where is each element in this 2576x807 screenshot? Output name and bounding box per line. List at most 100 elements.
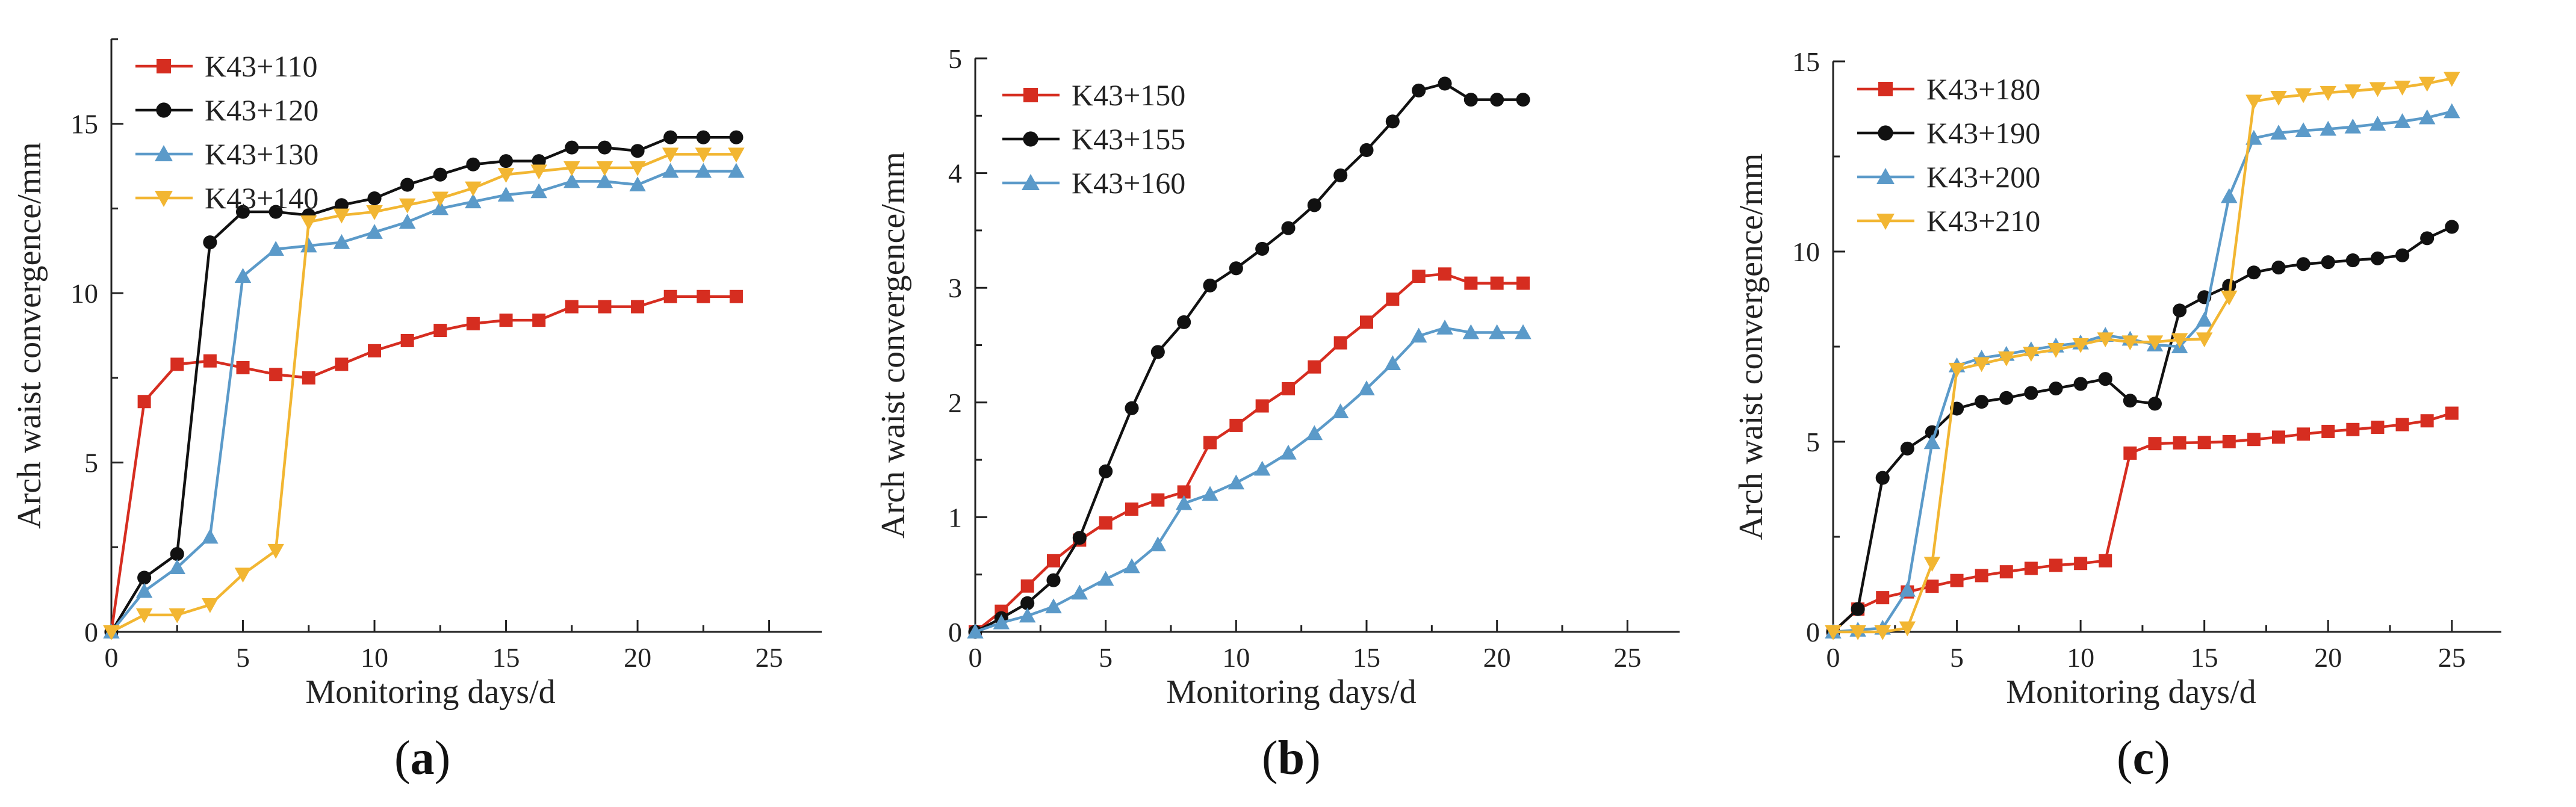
legend-item: K43+130 xyxy=(135,137,318,171)
data-point xyxy=(1047,554,1060,567)
data-point xyxy=(596,173,613,188)
data-point xyxy=(2147,397,2162,411)
data-point xyxy=(2171,333,2188,348)
data-point xyxy=(2321,424,2335,438)
legend-marker xyxy=(1023,131,1038,147)
y-tick-label: 15 xyxy=(1792,46,1820,77)
data-point xyxy=(1202,486,1218,501)
x-tick-label: 0 xyxy=(1826,642,1840,673)
data-point xyxy=(631,300,645,314)
panel-label-c: (c) xyxy=(2117,732,2170,785)
data-point xyxy=(1925,580,1939,593)
data-point xyxy=(1255,399,1269,413)
data-point xyxy=(532,314,546,327)
data-point xyxy=(497,187,515,202)
data-point xyxy=(2098,372,2112,386)
data-point xyxy=(1490,276,1504,290)
data-point xyxy=(729,289,743,303)
x-tick-label: 5 xyxy=(236,642,250,673)
data-point xyxy=(2097,332,2114,348)
y-tick-label: 0 xyxy=(84,617,98,648)
data-point xyxy=(235,205,250,219)
data-point xyxy=(598,300,612,314)
data-point xyxy=(2196,332,2213,348)
data-point xyxy=(1255,241,1270,256)
legend-label: K43+160 xyxy=(1072,166,1185,200)
legend-marker xyxy=(1878,125,1893,141)
series-line xyxy=(110,170,736,633)
legend-item: K43+160 xyxy=(1002,166,1185,200)
legend-label: K43+150 xyxy=(1072,78,1185,112)
legend-item: K43+210 xyxy=(1857,204,2040,238)
legend-label: K43+190 xyxy=(1926,116,2040,150)
data-point xyxy=(663,289,677,303)
data-point xyxy=(2394,113,2411,128)
x-axis-label: Monitoring days/d xyxy=(2006,673,2256,711)
y-tick-label: 0 xyxy=(948,617,962,648)
data-point xyxy=(1975,569,1988,583)
panel-label-b: (b) xyxy=(1262,732,1321,785)
y-axis-label: Arch waist convergence/mm xyxy=(875,152,912,539)
data-point xyxy=(170,546,184,561)
data-point xyxy=(1072,531,1087,545)
legend-label: K43+120 xyxy=(205,93,318,127)
data-point xyxy=(1876,591,1890,605)
data-point xyxy=(432,200,449,215)
data-point xyxy=(1899,581,1916,597)
series-line xyxy=(974,273,1523,633)
legend-marker xyxy=(157,59,171,73)
data-point xyxy=(2271,260,2286,275)
legend-label: K43+110 xyxy=(205,49,317,83)
data-point xyxy=(1923,434,1941,450)
data-point xyxy=(1071,584,1088,600)
data-point xyxy=(202,598,219,613)
data-point xyxy=(1177,315,1191,329)
data-point xyxy=(2148,437,2162,451)
data-point xyxy=(267,543,284,559)
data-point xyxy=(170,357,184,371)
data-point xyxy=(2370,251,2385,265)
data-point xyxy=(1333,168,1348,182)
data-point xyxy=(1464,276,1478,290)
legend-marker xyxy=(1876,214,1895,230)
data-point xyxy=(2321,255,2335,270)
data-point xyxy=(1462,324,1480,339)
data-point xyxy=(1410,327,1427,343)
data-point xyxy=(596,161,613,176)
x-axis-label: Monitoring days/d xyxy=(1166,673,1416,711)
data-point xyxy=(2320,85,2336,101)
legend-item: K43+110 xyxy=(135,49,317,83)
data-point xyxy=(2123,446,2137,460)
data-point xyxy=(1463,93,1478,107)
data-point xyxy=(1948,362,1966,378)
data-point xyxy=(1046,573,1061,587)
data-point xyxy=(1149,536,1167,552)
legend-marker xyxy=(1876,168,1895,184)
legend-item: K43+180 xyxy=(1857,72,2040,106)
data-point xyxy=(135,583,153,598)
data-point xyxy=(2270,125,2287,140)
data-point xyxy=(1999,565,2013,579)
y-tick-label: 10 xyxy=(1792,237,1820,267)
data-point xyxy=(1490,93,1504,107)
x-tick-label: 10 xyxy=(361,642,388,673)
data-point xyxy=(497,168,515,183)
legend-label: K43+155 xyxy=(1072,122,1185,156)
data-point xyxy=(629,161,646,176)
series-K43+140 xyxy=(103,147,745,640)
data-point xyxy=(300,215,317,230)
data-point xyxy=(1308,360,1321,374)
y-tick-label: 5 xyxy=(948,43,962,74)
legend-item: K43+150 xyxy=(1002,78,1185,112)
data-point xyxy=(2420,231,2435,246)
data-point xyxy=(1950,574,1964,587)
data-point xyxy=(1436,320,1453,335)
data-point xyxy=(1280,444,1297,460)
y-tick-label: 10 xyxy=(70,278,98,309)
data-point xyxy=(1900,441,1914,456)
data-point xyxy=(2418,109,2436,125)
data-point xyxy=(2344,84,2362,100)
data-point xyxy=(2024,386,2038,400)
